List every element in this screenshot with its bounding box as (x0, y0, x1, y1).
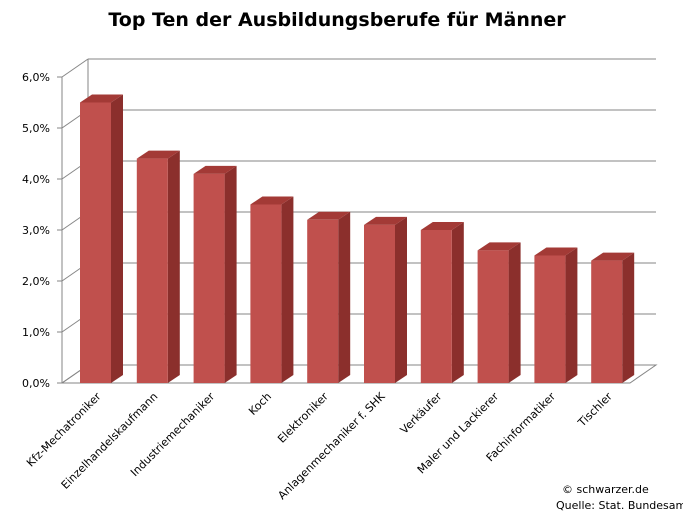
credit-source: Quelle: Stat. Bundesamt (556, 499, 683, 512)
bar-top (193, 165, 237, 174)
bar-top (136, 150, 180, 159)
bar (307, 211, 351, 383)
bar-front (477, 250, 509, 383)
credit-site: © schwarzer.de (562, 483, 649, 496)
bar-side (622, 252, 635, 383)
bar (136, 150, 180, 383)
bar-top (250, 196, 294, 205)
bar-side (395, 216, 407, 383)
bar (364, 216, 407, 383)
x-tick-label: Tischler (575, 390, 615, 430)
y-tick-label: 5,0% (22, 122, 50, 135)
x-axis-labels: Kfz-MechatronikerEinzelhandelskaufmannIn… (24, 389, 615, 502)
y-axis-ticks: 0,0% 1,0% 2,0% 3,0% 4,0% 5,0% 6,0% (22, 71, 50, 390)
bars (80, 94, 635, 383)
bar-top (477, 242, 521, 251)
bar-top (307, 211, 351, 220)
y-tick-label: 4,0% (22, 173, 50, 186)
bar (250, 196, 294, 383)
y-tick-label: 1,0% (22, 326, 50, 339)
x-tick-label: Koch (246, 390, 274, 418)
bar-front (364, 224, 395, 383)
bar-side (338, 211, 351, 383)
bar-top (591, 252, 635, 261)
bar-front (193, 173, 225, 383)
bar-top (534, 247, 578, 256)
bar-top (364, 216, 407, 225)
bar-top (80, 94, 123, 103)
bar-side (281, 196, 294, 383)
grid-diagonal (61, 58, 89, 78)
bar-front (307, 219, 339, 383)
x-tick-label: Verkäufer (398, 390, 445, 437)
bar-side (111, 94, 123, 383)
bar-front (591, 260, 623, 383)
x-tick-label: Elektroniker (275, 390, 331, 446)
bar (420, 222, 464, 383)
bar-side (565, 247, 578, 383)
y-tick-label: 0,0% (22, 377, 50, 390)
bar (591, 252, 635, 383)
bar-side (167, 150, 180, 383)
x-tick-label: Anlagenmechaniker f. SHK (275, 389, 388, 502)
bar-top (420, 222, 464, 230)
y-tick-label: 2,0% (22, 275, 50, 288)
bar-front (420, 230, 452, 383)
y-tick-label: 6,0% (22, 71, 50, 84)
y-tick-label: 3,0% (22, 224, 50, 237)
bar-side (451, 222, 464, 383)
bar (80, 94, 123, 383)
bar-front (136, 158, 168, 383)
bar-side (224, 165, 237, 383)
bar-front (80, 102, 111, 383)
bar-side (508, 242, 521, 383)
bar (193, 165, 237, 383)
chart-title: Top Ten der Ausbildungsberufe für Männer (108, 9, 566, 31)
bar (534, 247, 578, 383)
bar (477, 242, 521, 383)
bar-front (250, 204, 282, 383)
bar-front (534, 255, 566, 383)
x-tick-label: Einzelhandelskaufmann (59, 390, 161, 492)
